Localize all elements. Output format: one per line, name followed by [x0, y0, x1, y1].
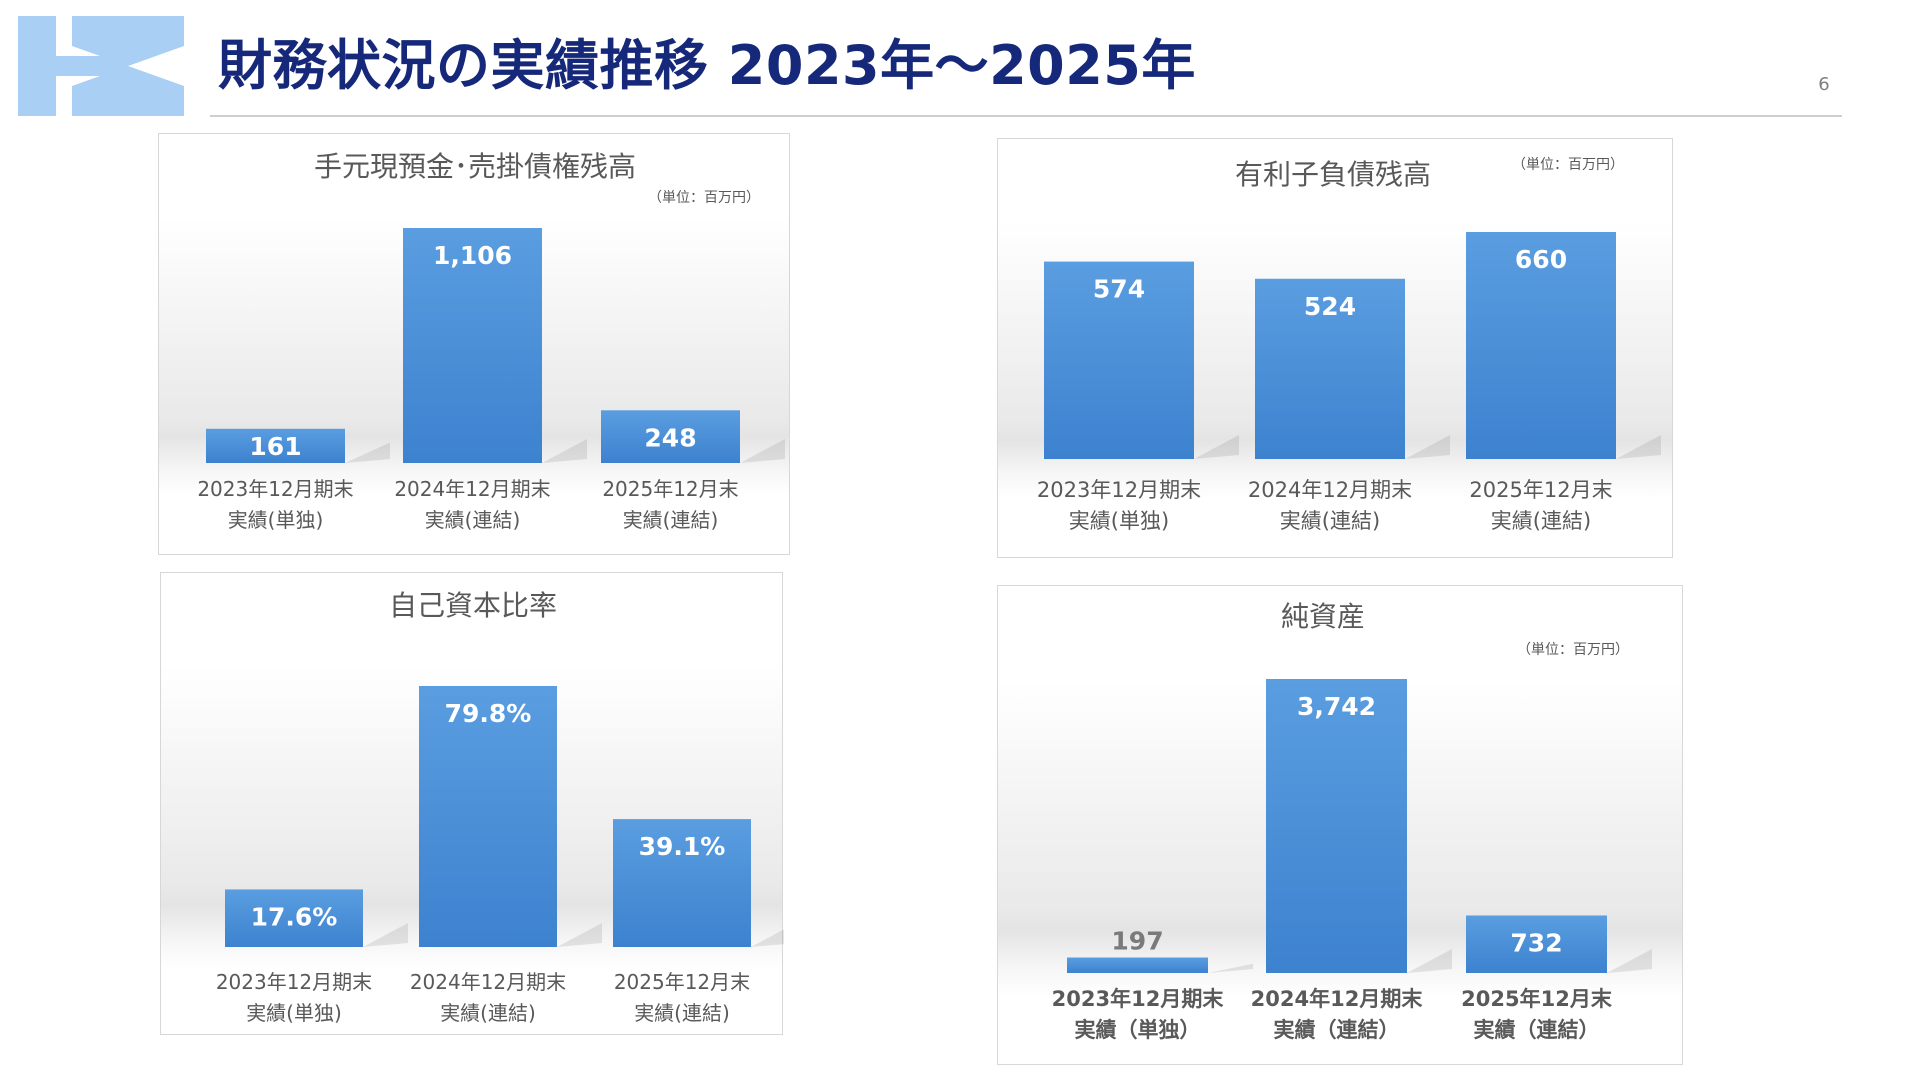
category-label: 実績（連結）	[1474, 1018, 1600, 1042]
bar-shadow	[345, 442, 390, 463]
company-logo	[18, 16, 184, 116]
chart-panel-cash-receivables: 手元現預金･売掛債権残高 （単位：百万円） 161 2023年12月期末 実績(単独) 1…	[158, 133, 790, 555]
chart-panel-equity-ratio: 自己資本比率 17.6% 2023年12月期末 実績(単独) 79.8% 2024年12月…	[160, 572, 784, 1035]
chart-panel-net-assets: 純資産 （単位：百万円） 197 2023年12月期末 実績（単独） 3,742 2024年…	[997, 585, 1683, 1065]
category-label: 実績（連結）	[1274, 1018, 1400, 1042]
bar-3	[613, 819, 751, 947]
category-label: 2024年12月期末	[394, 477, 550, 501]
data-label: 524	[1304, 292, 1356, 321]
category-label: 実績(連結)	[425, 508, 521, 532]
category-label: 2024年12月期末	[1248, 478, 1412, 502]
category-label: 2025年12月末	[614, 970, 750, 994]
bar-2	[403, 228, 542, 463]
chart-title: 有利子負債残高	[1235, 158, 1431, 191]
slide-title: 財務状況の実績推移 2023年～2025年	[218, 34, 1196, 97]
unit-note: （単位：百万円）	[1517, 642, 1629, 658]
bar-2	[1255, 278, 1405, 459]
title-divider	[210, 115, 1842, 117]
chart-title: 純資産	[1281, 600, 1365, 633]
category-label: 2025年12月末	[602, 477, 738, 501]
category-label: 2025年12月末	[1469, 478, 1612, 502]
bar-shadow	[740, 439, 785, 463]
data-label: 39.1%	[639, 832, 726, 861]
category-label: 2023年12月期末	[197, 477, 353, 501]
bar-2	[1266, 679, 1407, 973]
bar-1	[1067, 957, 1208, 973]
category-label: 実績(単独)	[1069, 509, 1169, 533]
unit-note: （単位：百万円）	[1512, 157, 1624, 173]
category-label: 実績(連結)	[1491, 509, 1591, 533]
category-label: 2024年12月期末	[1251, 987, 1424, 1011]
unit-note-box	[629, 184, 779, 210]
bar-shadow	[1616, 435, 1661, 459]
category-label: 実績(連結)	[634, 1001, 730, 1025]
data-label: 248	[644, 423, 696, 452]
bar-shadow	[1607, 949, 1652, 973]
category-label: 2023年12月期末	[1037, 478, 1201, 502]
chart-title: 手元現預金･売掛債権残高	[314, 150, 636, 183]
bar-shadow	[1194, 435, 1239, 459]
category-label: 実績(連結)	[1280, 509, 1380, 533]
bar-3	[601, 410, 740, 463]
category-label: 実績(単独)	[228, 508, 324, 532]
data-label: 17.6%	[251, 902, 338, 931]
unit-note-box	[1498, 636, 1648, 662]
bar-shadow	[1407, 949, 1452, 973]
category-label: 2024年12月期末	[410, 970, 566, 994]
category-label: 実績(連結)	[440, 1001, 536, 1025]
data-label: 197	[1111, 927, 1163, 956]
data-label: 79.8%	[445, 699, 532, 728]
bar-shadow	[1208, 963, 1253, 973]
category-label: 2023年12月期末	[1052, 987, 1225, 1011]
bar-3	[1466, 232, 1616, 459]
bar-1	[225, 889, 363, 947]
category-label: 実績(単独)	[246, 1001, 342, 1025]
bar-shadow	[557, 923, 602, 947]
bar-1	[1044, 261, 1194, 459]
data-label: 3,742	[1297, 692, 1376, 721]
category-label: 2023年12月期末	[216, 970, 372, 994]
bar-1	[206, 428, 345, 463]
data-label: 1,106	[433, 241, 512, 270]
chart-title: 自己資本比率	[389, 589, 557, 622]
data-label: 660	[1515, 245, 1567, 274]
bar-shadow	[1405, 435, 1450, 459]
bar-3	[1466, 915, 1607, 973]
unit-note: （単位：百万円）	[648, 190, 760, 206]
bar-shadow	[751, 929, 784, 947]
bar-2	[419, 686, 557, 947]
data-label: 161	[249, 432, 301, 461]
bar-shadow	[363, 923, 408, 947]
data-label: 732	[1510, 928, 1562, 957]
page-number: 6	[1818, 74, 1830, 95]
chart-panel-interest-bearing-debt: 有利子負債残高 （単位：百万円） 574 2023年12月期末 実績(単独) 524 202…	[997, 138, 1673, 558]
bar-shadow	[542, 439, 587, 463]
category-label: 実績（単独）	[1075, 1018, 1201, 1042]
data-label: 574	[1093, 275, 1145, 304]
category-label: 実績(連結)	[623, 508, 719, 532]
category-label: 2025年12月末	[1461, 987, 1613, 1011]
